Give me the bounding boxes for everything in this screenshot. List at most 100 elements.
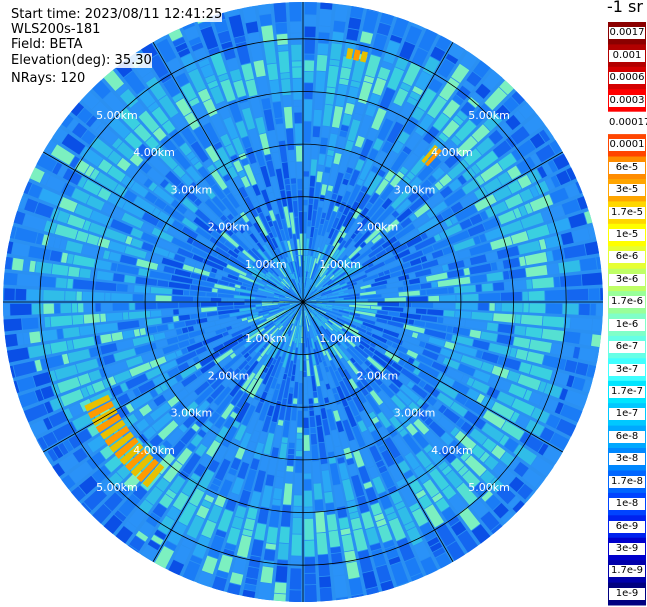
range-gate-cell: [365, 487, 379, 505]
range-gate-cell: [559, 274, 582, 287]
range-gate-cell: [89, 346, 102, 358]
range-gate-cell: [550, 175, 561, 188]
range-gate-cell: [84, 165, 95, 177]
range-gate-cell: [442, 485, 457, 500]
range-gate-cell: [481, 361, 494, 373]
range-gate-cell: [321, 220, 329, 237]
range-gate-cell: [253, 442, 264, 460]
range-gate-cell: [347, 184, 361, 206]
range-gate-cell: [523, 114, 545, 135]
range-gate-cell: [51, 264, 69, 276]
range-gate-cell: [175, 72, 190, 87]
range-gate-cell: [440, 162, 450, 173]
range-gate-cell: [206, 292, 218, 297]
range-gate-cell: [383, 540, 395, 549]
range-gate-cell: [470, 274, 487, 284]
range-gate-cell: [266, 279, 277, 287]
range-gate-cell: [3, 288, 4, 301]
range-gate-cell: [125, 355, 144, 368]
range-gate-cell: [281, 437, 288, 444]
range-gate-cell: [262, 298, 268, 300]
range-gate-cell: [304, 296, 309, 301]
range-gate-cell: [50, 315, 73, 327]
range-gate-cell: [508, 496, 520, 509]
range-gate-cell: [316, 54, 328, 72]
range-gate-cell: [448, 178, 462, 192]
range-gate-cell: [262, 303, 278, 306]
range-gate-cell: [323, 315, 329, 320]
range-gate-cell: [388, 181, 407, 201]
range-gate-cell: [455, 119, 477, 142]
range-gate-cell: [323, 336, 337, 356]
range-gate-cell: [92, 101, 115, 124]
range-gate-cell: [281, 162, 290, 179]
range-gate-cell: [262, 325, 276, 337]
range-gate-cell: [369, 342, 377, 348]
range-gate-cell: [236, 206, 244, 214]
range-gate-cell: [457, 530, 478, 553]
range-gate-cell: [525, 419, 545, 437]
range-gate-cell: [265, 273, 271, 278]
range-gate-cell: [313, 310, 319, 314]
range-gate-cell: [238, 227, 245, 234]
range-gate-cell: [229, 282, 235, 287]
range-gate-cell: [471, 124, 490, 143]
range-gate-cell: [101, 303, 113, 312]
range-gate-cell: [323, 302, 334, 304]
range-gate-cell: [215, 529, 227, 538]
range-gate-cell: [43, 417, 53, 430]
range-gate-cell: [113, 273, 125, 282]
range-gate-cell: [344, 405, 357, 428]
range-gate-cell: [365, 527, 380, 546]
range-gate-cell: [163, 265, 175, 274]
range-gate-cell: [255, 260, 269, 273]
range-gate-cell: [210, 297, 222, 302]
range-gate-cell: [308, 291, 313, 296]
range-gate-cell: [460, 451, 471, 462]
range-gate-cell: [135, 530, 149, 542]
range-gate-cell: [447, 230, 470, 245]
range-gate-cell: [117, 320, 140, 331]
range-gate-cell: [517, 240, 541, 255]
range-gate-cell: [322, 104, 333, 127]
range-gate-cell: [295, 304, 302, 313]
range-gate-cell: [220, 319, 242, 328]
range-gate-cell: [265, 543, 276, 550]
range-gate-cell: [579, 303, 590, 316]
range-gate-cell: [179, 314, 191, 321]
range-gate-cell: [424, 328, 447, 340]
range-gate-cell: [328, 530, 341, 548]
range-gate-cell: [318, 32, 330, 44]
range-gate-cell: [353, 362, 367, 377]
ring-label: 1.00km: [245, 258, 287, 271]
range-gate-cell: [161, 309, 173, 316]
range-gate-cell: [581, 272, 603, 286]
range-gate-cell: [309, 187, 315, 198]
range-gate-cell: [396, 102, 415, 125]
range-gate-cell: [377, 67, 391, 81]
range-gate-cell: [217, 554, 233, 573]
range-gate-cell: [483, 177, 502, 194]
range-gate-cell: [95, 322, 118, 334]
range-gate-cell: [320, 2, 333, 10]
colorbar-tick-label: 3e-8: [609, 453, 645, 466]
range-gate-cell: [86, 451, 106, 470]
range-gate-cell: [163, 78, 181, 98]
range-gate-cell: [570, 317, 593, 331]
range-gate-cell: [141, 554, 152, 561]
range-gate-cell: [321, 126, 330, 138]
range-gate-cell: [240, 368, 247, 376]
range-gate-cell: [56, 210, 70, 224]
range-gate-cell: [241, 203, 256, 224]
range-gate-cell: [344, 102, 355, 115]
range-gate-cell: [299, 304, 303, 326]
range-gate-cell: [130, 101, 146, 117]
range-gate-cell: [303, 417, 309, 429]
range-gate-cell: [107, 193, 126, 209]
range-gate-cell: [313, 199, 319, 210]
range-gate-cell: [243, 333, 263, 348]
strong-echo-cell: [425, 148, 442, 167]
range-gate-cell: [206, 311, 218, 317]
range-gate-cell: [539, 129, 551, 143]
